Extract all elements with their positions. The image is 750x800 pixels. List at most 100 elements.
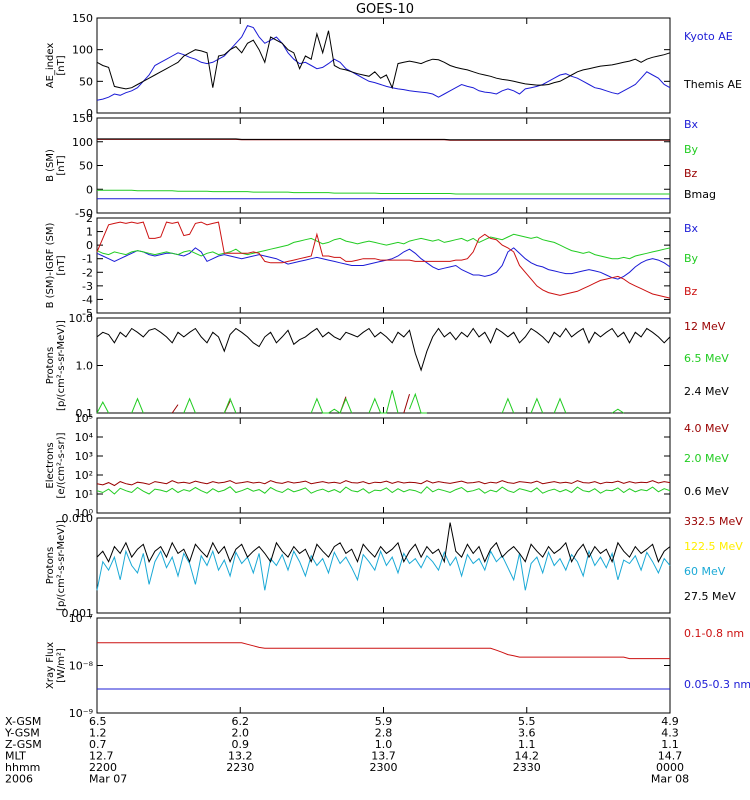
footer-value: 14.7 (658, 750, 683, 763)
series-line-0-1-0-8-nm (97, 642, 670, 660)
legend-entry: Bx (684, 118, 699, 131)
series-line-bx (96, 247, 671, 280)
legend-entry: By (684, 252, 699, 265)
y-tick-label: 10⁻⁷ (69, 612, 93, 625)
footer-value: 5.9 (375, 715, 393, 728)
series-line-kyoto-ae (96, 24, 671, 101)
legend-entry: 0.05-0.3 nm (684, 678, 750, 691)
y-tick-label: 10¹ (75, 488, 93, 501)
y-axis-label: B (SM)-IGRF (SM) (45, 223, 56, 309)
footer-value: 6.2 (232, 715, 250, 728)
footer-value: 2300 (370, 761, 398, 774)
y-axis-label: [p/(cm²-s-sr-MeV)] (56, 320, 67, 411)
y-tick-label: 50 (79, 75, 93, 88)
footer-value: 1.1 (661, 738, 679, 751)
footer-row-label: Y-GSM (4, 727, 40, 740)
footer-value: 13.7 (371, 750, 396, 763)
panel-2: -50 0 50 100 150 B (SM) [nT] Bx By Bz Bmag (45, 112, 716, 220)
footer-value: 0.7 (89, 738, 107, 751)
footer-value: Mar 08 (651, 773, 689, 786)
series-line-2-4-mev (96, 327, 671, 372)
legend-entry: 4.0 MeV (684, 422, 729, 435)
footer-value: 2200 (89, 761, 117, 774)
y-tick-label: 100 (72, 44, 93, 57)
y-tick-label: 1 (86, 226, 93, 239)
legend-entry: 0.6 MeV (684, 485, 729, 498)
footer-value: 6.5 (89, 715, 107, 728)
panel-1: 0 50 100 150 AE_index [nT] Kyoto AE Themis AE (45, 12, 742, 120)
legend-entry: By (684, 143, 699, 156)
footer-value: 2230 (226, 761, 254, 774)
y-tick-label: 50 (79, 160, 93, 173)
footer-value: 2330 (513, 761, 541, 774)
ephemeris-footer: X-GSM 6.5 6.2 5.9 5.5 4.9 Y-GSM 1.2 2.0 2.8 3.6 4.3… (4, 715, 689, 786)
legend-entry: Bz (684, 167, 698, 180)
series-line-themis-ae (96, 30, 671, 90)
legend-entry: 332.5 MeV (684, 515, 743, 528)
legend-entry: 12 MeV (684, 320, 726, 333)
y-tick-label: 0 (86, 183, 93, 196)
legend-entry: 2.0 MeV (684, 452, 729, 465)
footer-value: Mar 07 (89, 773, 127, 786)
y-axis-label: [nT] (56, 55, 67, 75)
legend-entry: 27.5 MeV (684, 590, 736, 603)
y-tick-label: -3 (82, 280, 93, 293)
y-tick-label: 150 (72, 112, 93, 125)
panel-frame (96, 317, 671, 414)
panel-7: 10⁻⁹ 10⁻⁸ 10⁻⁷ Xray Flux [W/m²] 0.1-0.8 nm 0.0… (45, 612, 750, 720)
footer-value: 1.1 (518, 738, 536, 751)
y-tick-label: -4 (82, 293, 93, 306)
footer-value: 2.0 (232, 727, 250, 740)
y-tick-label: 10.0 (69, 312, 94, 325)
series-line-6-5-mev (96, 390, 624, 414)
y-axis-label: Electrons (45, 442, 56, 488)
y-tick-label: 150 (72, 12, 93, 25)
y-tick-label: 10⁻⁸ (69, 660, 94, 673)
y-axis-label: Xray Flux (45, 642, 56, 689)
y-axis-label: [e/(cm²-s-sr)] (56, 432, 67, 498)
y-tick-label: 0.001 (62, 607, 94, 620)
legend-entry: 6.5 MeV (684, 352, 729, 365)
footer-value: 4.3 (661, 727, 679, 740)
footer-value: 1.0 (375, 738, 393, 751)
y-tick-label: 2 (86, 212, 93, 225)
y-axis-label: Protons (45, 547, 56, 584)
y-axis-label: [p/(cm²-s-sr-MeV)] (56, 520, 67, 611)
footer-value: 0.9 (232, 738, 250, 751)
y-axis-label: AE_index (45, 43, 56, 89)
y-tick-label: 1.0 (76, 360, 94, 373)
series-line-60-mev (96, 549, 671, 591)
panel-frame (96, 517, 671, 614)
y-tick-label: -50 (75, 207, 93, 220)
y-axis-label: [W/m²] (56, 648, 67, 683)
legend-entry: Bmag (684, 188, 716, 201)
y-tick-label: 10⁰ (75, 507, 94, 520)
y-axis-label: B (SM) (45, 149, 56, 182)
panel-frame (96, 417, 671, 514)
footer-value: 1.2 (89, 727, 107, 740)
series-line-bmag (97, 138, 670, 141)
panel-frame (96, 617, 671, 714)
panel-frame (96, 17, 671, 114)
y-tick-label: 10² (75, 469, 93, 482)
y-tick-label: 10⁵ (75, 412, 93, 425)
y-axis-label: [nT] (56, 255, 67, 275)
footer-row-label: X-GSM (5, 715, 41, 728)
series-line-12-mev (171, 393, 410, 414)
legend-entry: Kyoto AE (684, 30, 733, 43)
y-tick-label: -1 (82, 253, 93, 266)
series-line-4-0-mev (96, 480, 671, 487)
y-tick-label: 0 (86, 239, 93, 252)
panel-6: 0.001 0.010 Protons [p/(cm²-s-sr-MeV)] 332.5… (45, 512, 743, 620)
y-tick-label: 100 (72, 136, 93, 149)
footer-row-label: Z-GSM (5, 738, 42, 751)
footer-value: 12.7 (89, 750, 114, 763)
footer-row-label: MLT (5, 750, 26, 763)
legend-entry: 2.4 MeV (684, 385, 729, 398)
footer-value: 3.6 (518, 727, 536, 740)
y-tick-label: 10⁻⁹ (69, 707, 93, 720)
legend-entry: 60 MeV (684, 565, 726, 578)
legend-entry: Themis AE (683, 78, 742, 91)
panel-5: 10⁰ 10¹ 10² 10³ 10⁴ 10⁵ Electrons [e/(cm²-s-sr)… (45, 412, 729, 520)
